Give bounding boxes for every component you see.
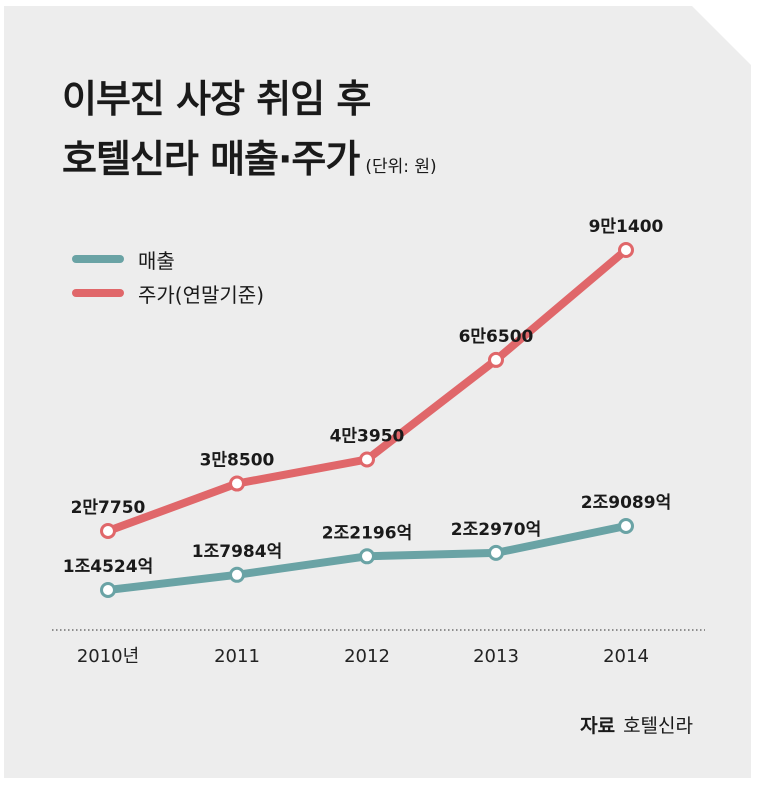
stock-data-label: 6만6500: [459, 327, 534, 347]
legend-label-stock: 주가(연말기준): [138, 282, 265, 307]
stock-series-line: [104, 246, 630, 535]
revenue-point: [488, 544, 504, 561]
chart-title-line2: 호텔신라 매출·주가 (단위: 원): [62, 128, 437, 183]
revenue-point: [229, 566, 245, 583]
source-value: 호텔신라: [623, 715, 693, 737]
legend-label-revenue: 매출: [138, 248, 175, 273]
x-tick-label: 2014: [603, 646, 649, 667]
stock-point: [229, 475, 245, 492]
revenue-data-label: 1조4524억: [63, 557, 153, 577]
revenue-data-label: 2조9089억: [581, 493, 671, 513]
stock-data-label: 3만8500: [200, 451, 275, 471]
legend-item-stock: 주가(연말기준): [72, 276, 264, 310]
stock-data-label: 9만1400: [589, 217, 664, 237]
x-tick-label: 2013: [473, 646, 519, 667]
unit-label: (단위: 원): [365, 157, 437, 177]
legend: 매출 주가(연말기준): [72, 242, 264, 310]
revenue-point: [618, 518, 634, 534]
stock-point: [618, 242, 634, 258]
x-tick-label: 2011: [214, 646, 260, 667]
source-note: 자료 호텔신라: [580, 711, 693, 738]
legend-item-revenue: 매출: [72, 242, 264, 276]
x-tick-label: 2012: [344, 646, 390, 667]
x-tick-label: 2010년: [77, 646, 139, 667]
stock-point: [359, 451, 375, 468]
legend-swatch-revenue: [72, 255, 124, 263]
stock-data-label: 2만7750: [71, 498, 146, 518]
revenue-point: [359, 548, 375, 565]
revenue-point: [100, 582, 116, 598]
chart-title-line2-text: 호텔신라 매출·주가: [62, 137, 360, 181]
chart-card: 이부진 사장 취임 후 호텔신라 매출·주가 (단위: 원) 매출 주가(연말기준…: [4, 6, 751, 778]
revenue-data-label: 1조7984억: [192, 542, 282, 562]
revenue-data-label: 2조2196억: [322, 523, 412, 543]
stock-point: [488, 351, 504, 368]
source-key: 자료: [580, 715, 616, 737]
chart-title-line1: 이부진 사장 취임 후: [62, 77, 371, 121]
stock-data-label: 4만3950: [330, 426, 405, 446]
stock-point: [100, 523, 116, 539]
revenue-data-label: 2조2970억: [451, 520, 541, 540]
legend-swatch-stock: [72, 289, 124, 297]
